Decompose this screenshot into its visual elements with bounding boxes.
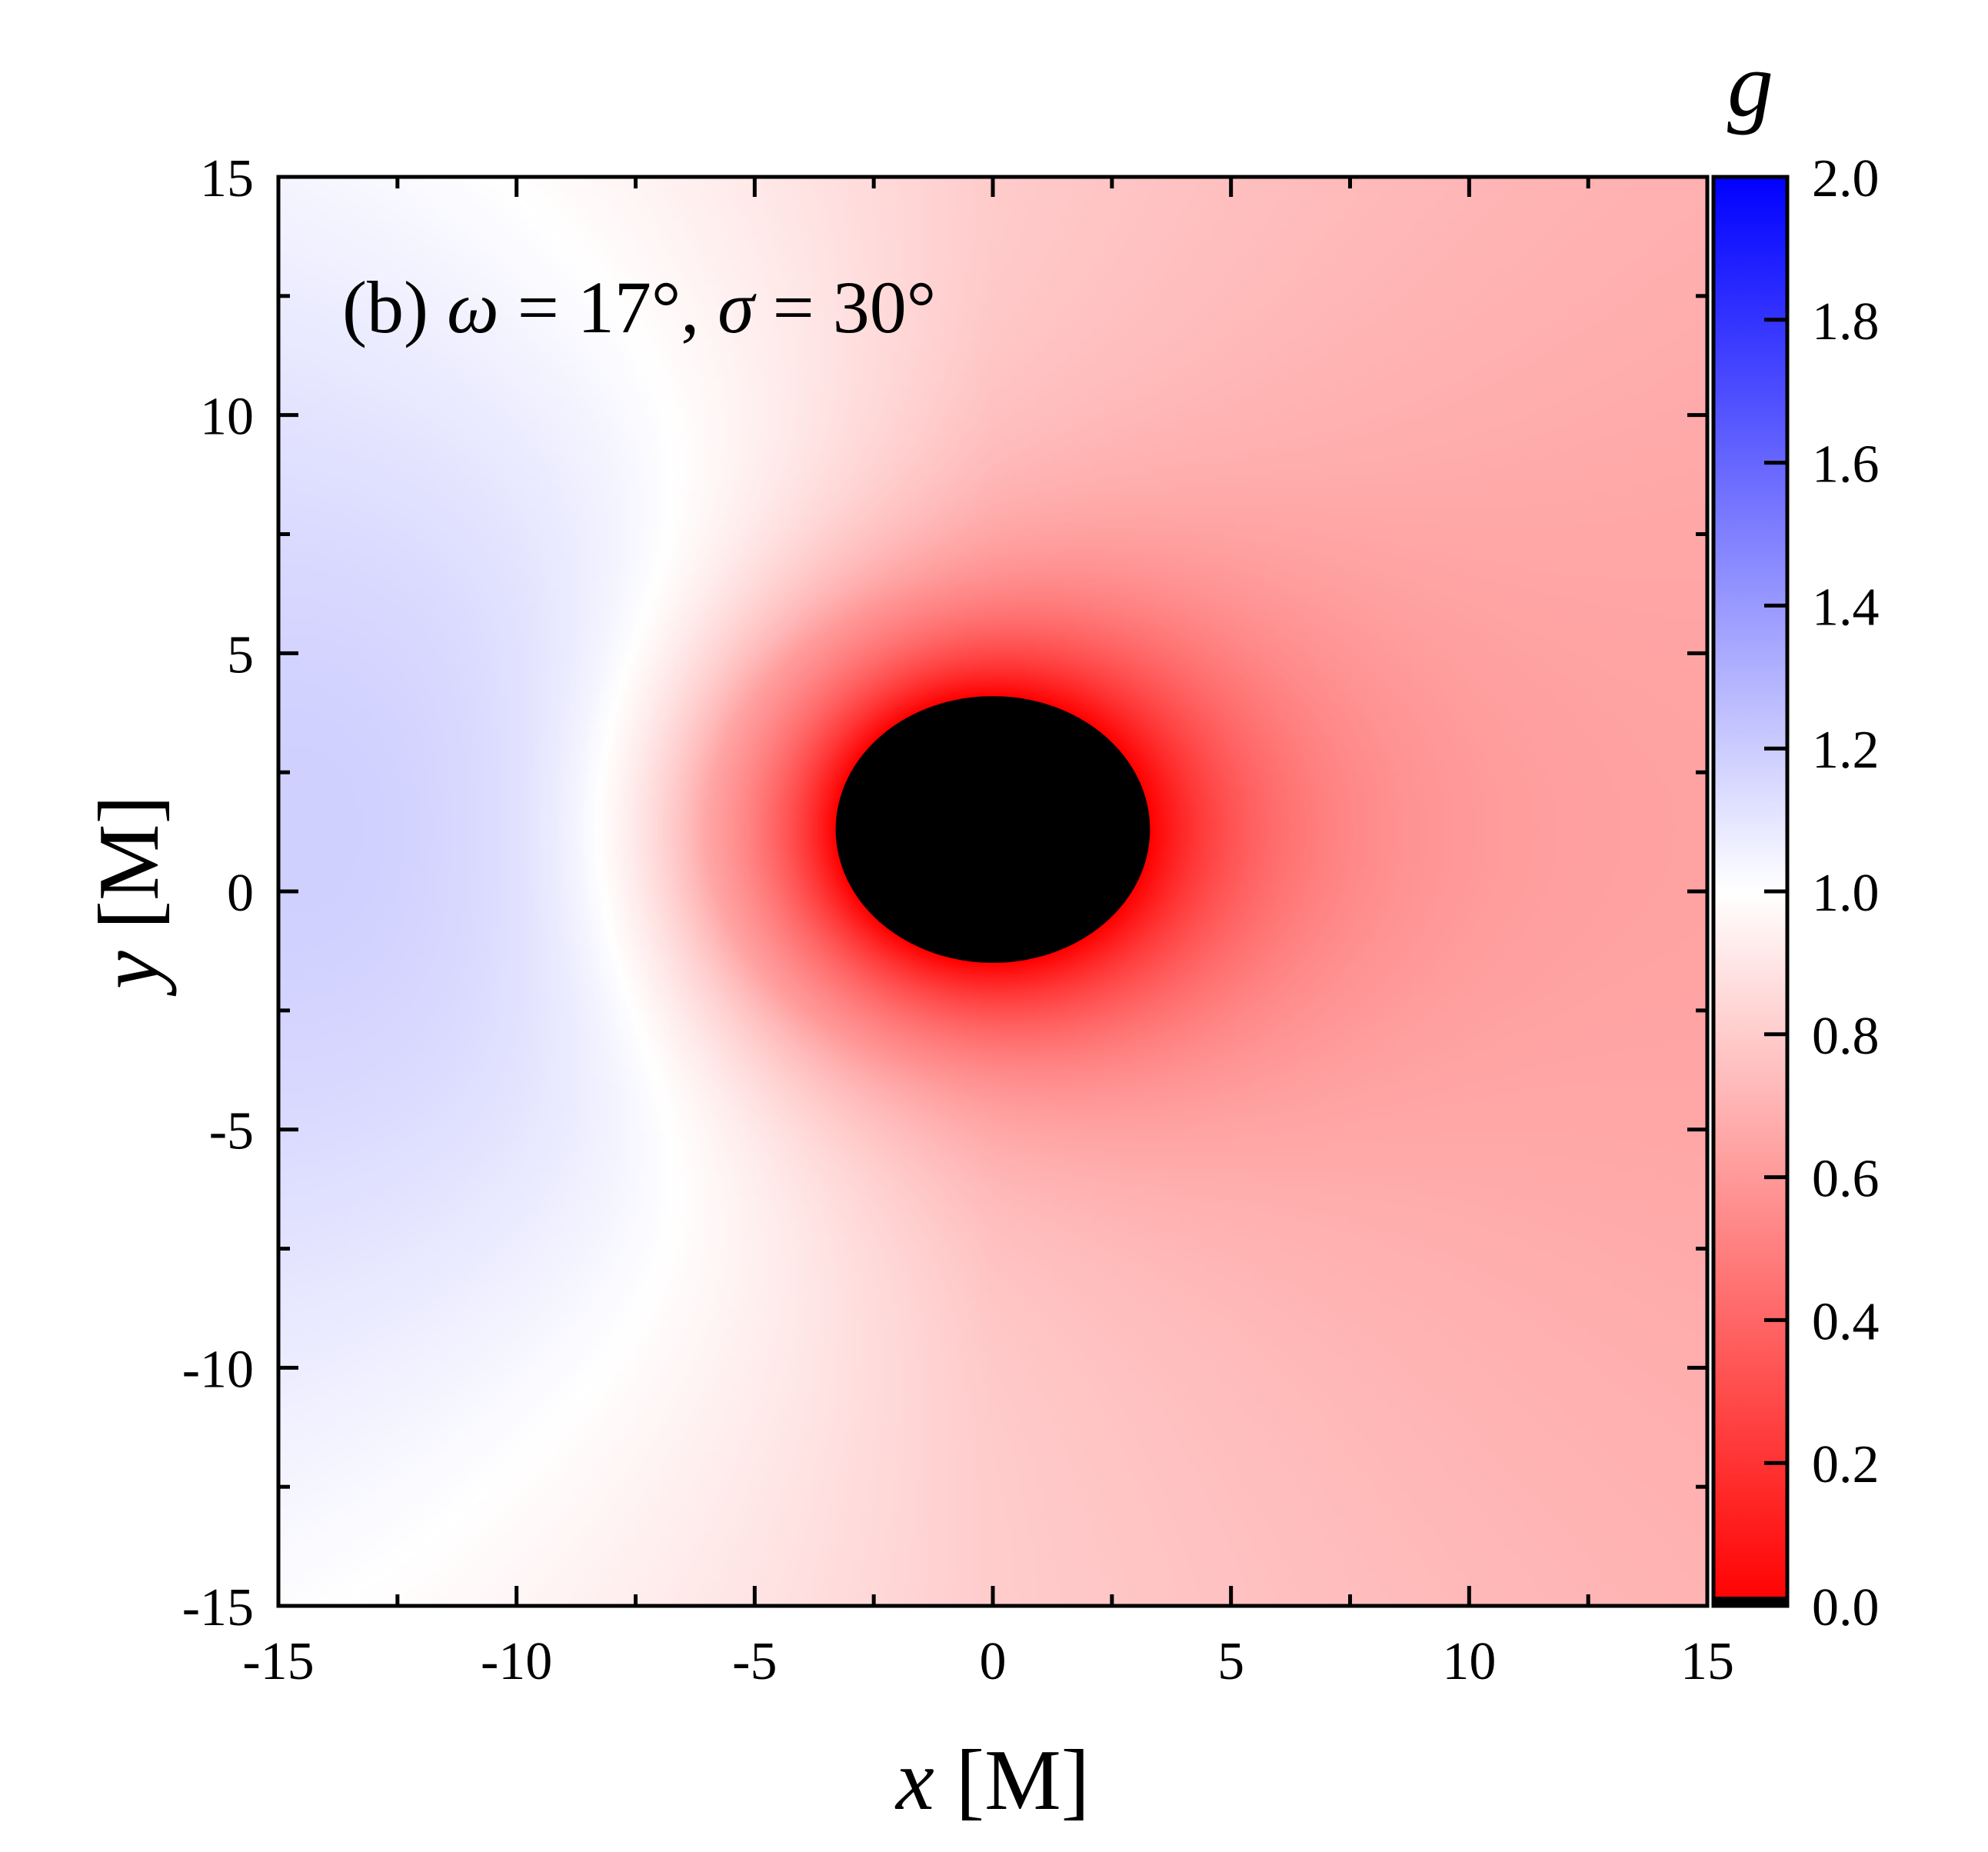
x-tick-label: -15 (242, 1632, 314, 1691)
x-tick-label: -5 (732, 1632, 777, 1691)
x-tick-label: -10 (481, 1632, 552, 1691)
y-tick-label: 0 (227, 864, 254, 923)
y-axis-title: y [M] (82, 795, 177, 997)
x-axis-title: x [M] (894, 1733, 1090, 1828)
black-hole-shadow (835, 696, 1151, 963)
x-tick-label: 0 (980, 1632, 1007, 1691)
y-tick-label: -15 (182, 1578, 254, 1637)
colorbar-ticks: 0.0 0.2 0.4 0.6 0.8 1.0 1.2 1.4 1.6 1.8 2.0 (1764, 149, 1880, 1637)
colorbar-tick-label: 0.6 (1812, 1150, 1880, 1209)
colorbar-tick-label: 2.0 (1812, 149, 1880, 208)
colorbar-tick-label: 0.8 (1812, 1007, 1880, 1066)
plot-frame (276, 175, 1710, 1608)
panel-annotation: (b) ω = 17°, σ = 30° (342, 266, 936, 348)
x-tick-label: 10 (1442, 1632, 1496, 1691)
y-tick-label: 10 (200, 388, 254, 447)
colorbar-tick-label: 0.4 (1812, 1292, 1880, 1351)
colorbar-tick-label: 1.8 (1812, 292, 1880, 351)
y-tick-label: 5 (227, 625, 254, 685)
y-tick-label: -5 (209, 1102, 254, 1161)
colorbar-tick-label: 0.2 (1812, 1435, 1880, 1494)
colorbar-tick-label: 1.4 (1812, 578, 1880, 637)
colorbar-title: g (1727, 33, 1773, 135)
x-tick-label: 5 (1217, 1632, 1244, 1691)
colorbar: 0.0 0.2 0.4 0.6 0.8 1.0 1.2 1.4 1.6 1.8 2.0 g (1711, 33, 1880, 1637)
colorbar-zero-band (1713, 1597, 1787, 1606)
x-tick-label: 15 (1680, 1632, 1734, 1691)
y-tick-label: -10 (182, 1340, 254, 1399)
y-tick-label: 15 (200, 149, 254, 208)
colorbar-tick-label: 1.0 (1812, 864, 1880, 923)
colorbar-tick-label: 1.6 (1812, 435, 1880, 495)
colorbar-tick-label: 1.2 (1812, 721, 1880, 780)
colorbar-tick-label: 0.0 (1812, 1578, 1880, 1637)
plot-area: -15 -10 -5 0 5 10 15 -15 -10 -5 0 5 10 15 (182, 149, 1734, 1691)
x-ticks: -15 -10 -5 0 5 10 15 (242, 177, 1734, 1691)
